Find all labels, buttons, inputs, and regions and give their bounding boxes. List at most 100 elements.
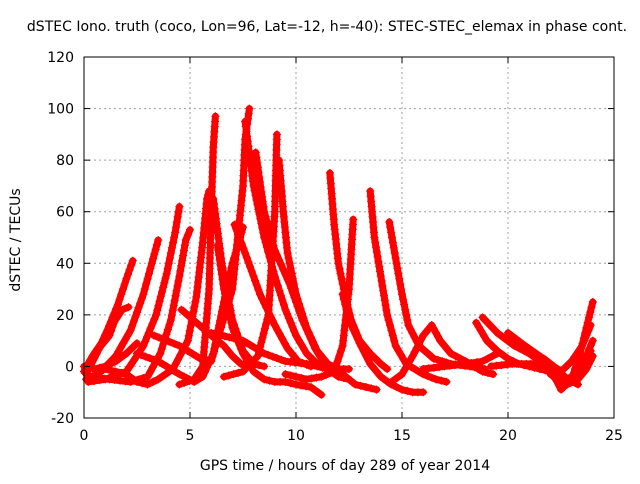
series-point	[380, 296, 389, 305]
series-point	[85, 358, 94, 367]
series-point	[251, 276, 260, 285]
series-point	[125, 265, 134, 274]
series-point	[389, 243, 398, 252]
series-point	[572, 359, 581, 368]
series-point	[246, 157, 255, 166]
series-point	[347, 377, 356, 386]
series-markers-26	[419, 349, 502, 374]
series-point	[179, 251, 188, 260]
series-point	[133, 308, 141, 317]
series-point	[90, 365, 99, 374]
series-point	[157, 344, 166, 353]
series-point	[241, 122, 250, 131]
series-point	[258, 192, 267, 201]
series-point	[91, 373, 100, 382]
series-point	[137, 351, 146, 360]
series-point	[260, 349, 269, 358]
series-point	[216, 260, 225, 269]
series-point	[506, 338, 515, 347]
series-point	[252, 281, 261, 290]
series-point	[404, 321, 413, 330]
series-point	[223, 299, 232, 308]
series-point	[255, 346, 264, 355]
series-point	[243, 132, 252, 141]
series-point	[157, 287, 166, 296]
series-point	[171, 228, 180, 237]
series-point	[423, 371, 432, 380]
series-point	[408, 329, 417, 338]
series-point	[261, 238, 270, 247]
series-point	[403, 316, 412, 325]
series-point	[195, 366, 204, 375]
series-point	[321, 371, 330, 380]
series-point	[258, 197, 267, 206]
series-point	[213, 229, 222, 238]
series-point	[385, 321, 394, 330]
series-point	[412, 343, 421, 352]
series-point	[186, 225, 194, 234]
series-point	[289, 279, 298, 288]
series-point	[156, 292, 165, 301]
series-point	[419, 388, 428, 397]
series-point	[398, 370, 406, 379]
series-point	[108, 322, 117, 331]
series-point	[437, 376, 446, 385]
series-point	[588, 297, 597, 306]
series-point	[184, 331, 193, 340]
series-point	[179, 344, 188, 353]
series-point	[391, 254, 400, 263]
series-point	[335, 264, 344, 273]
series-point	[211, 214, 220, 223]
series-point	[211, 330, 220, 339]
series-point	[217, 323, 226, 332]
y-tick-label: 40	[56, 256, 74, 272]
series-point	[242, 253, 251, 262]
series-point	[461, 359, 470, 368]
series-point	[213, 224, 222, 233]
series-point	[480, 332, 489, 341]
series-point	[219, 372, 228, 381]
series-point	[219, 285, 228, 294]
series-point	[387, 228, 396, 237]
series-point	[583, 318, 592, 327]
series-point	[478, 357, 487, 366]
series-point	[255, 290, 264, 299]
series-point	[112, 304, 121, 313]
series-point	[247, 167, 256, 176]
series-point	[278, 296, 287, 305]
series-point	[119, 339, 128, 348]
series-point	[148, 377, 157, 386]
series-point	[414, 339, 423, 348]
series-point	[540, 359, 549, 368]
series-point	[281, 357, 290, 366]
series-point	[152, 240, 161, 249]
series-point	[120, 279, 129, 288]
series-point	[260, 362, 269, 371]
series-point	[342, 305, 351, 314]
series-point	[493, 328, 502, 337]
series-point	[124, 303, 133, 312]
series-point	[217, 265, 226, 274]
series-point	[91, 350, 100, 359]
series-point	[149, 331, 158, 340]
series-point	[584, 360, 593, 369]
series-point	[232, 355, 241, 364]
series-point	[228, 323, 237, 332]
series-point	[214, 234, 223, 243]
series-point	[110, 317, 119, 326]
series-point	[393, 264, 402, 273]
series-point	[568, 377, 577, 386]
series-point	[141, 352, 150, 361]
series-point	[243, 137, 252, 146]
series-point	[255, 173, 264, 182]
series-point	[147, 259, 156, 268]
series-point	[456, 360, 465, 369]
series-point	[248, 176, 257, 185]
series-point	[386, 223, 395, 232]
series-markers-21	[338, 290, 428, 397]
series-point	[189, 307, 198, 316]
series-markers-16	[219, 130, 281, 381]
series-point	[133, 377, 141, 386]
series-point	[95, 374, 104, 383]
